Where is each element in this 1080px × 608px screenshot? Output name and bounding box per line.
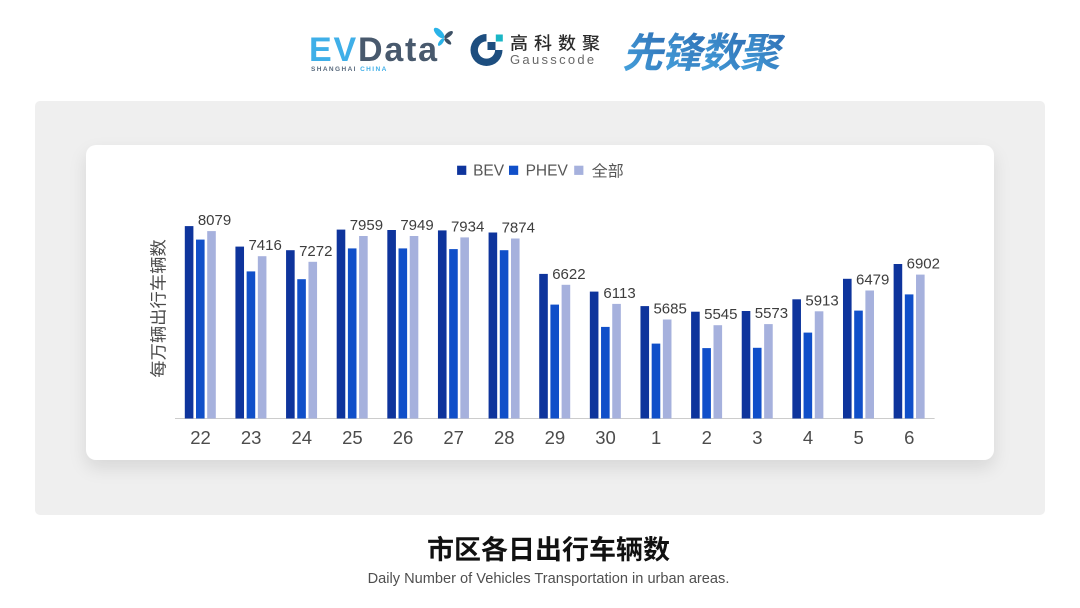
svg-text:5573: 5573 xyxy=(755,305,788,322)
svg-text:7416: 7416 xyxy=(248,237,281,254)
svg-text:7949: 7949 xyxy=(400,217,433,234)
svg-text:6479: 6479 xyxy=(856,272,889,289)
svg-text:6: 6 xyxy=(904,427,914,448)
svg-text:7934: 7934 xyxy=(451,218,484,235)
svg-text:7959: 7959 xyxy=(350,217,383,234)
svg-text:27: 27 xyxy=(443,427,464,448)
svg-text:26: 26 xyxy=(393,427,414,448)
svg-text:8079: 8079 xyxy=(198,212,231,229)
svg-text:7874: 7874 xyxy=(502,220,535,237)
svg-text:25: 25 xyxy=(342,427,363,448)
svg-text:7272: 7272 xyxy=(299,243,332,260)
svg-text:5: 5 xyxy=(854,427,864,448)
svg-text:28: 28 xyxy=(494,427,515,448)
svg-text:6113: 6113 xyxy=(603,285,635,302)
svg-text:2: 2 xyxy=(702,427,712,448)
svg-text:5685: 5685 xyxy=(653,301,686,318)
svg-text:PHEV: PHEV xyxy=(526,162,569,179)
svg-text:30: 30 xyxy=(595,427,616,448)
svg-text:6622: 6622 xyxy=(552,266,585,283)
svg-text:6902: 6902 xyxy=(907,256,940,273)
svg-text:4: 4 xyxy=(803,427,813,448)
svg-text:1: 1 xyxy=(651,427,661,448)
svg-text:5913: 5913 xyxy=(805,292,838,309)
svg-text:29: 29 xyxy=(545,427,566,448)
svg-text:24: 24 xyxy=(291,427,312,448)
svg-text:23: 23 xyxy=(241,427,262,448)
svg-text:5545: 5545 xyxy=(704,306,737,323)
svg-text:3: 3 xyxy=(752,427,762,448)
svg-text:BEV: BEV xyxy=(473,162,505,179)
svg-text:22: 22 xyxy=(190,427,211,448)
